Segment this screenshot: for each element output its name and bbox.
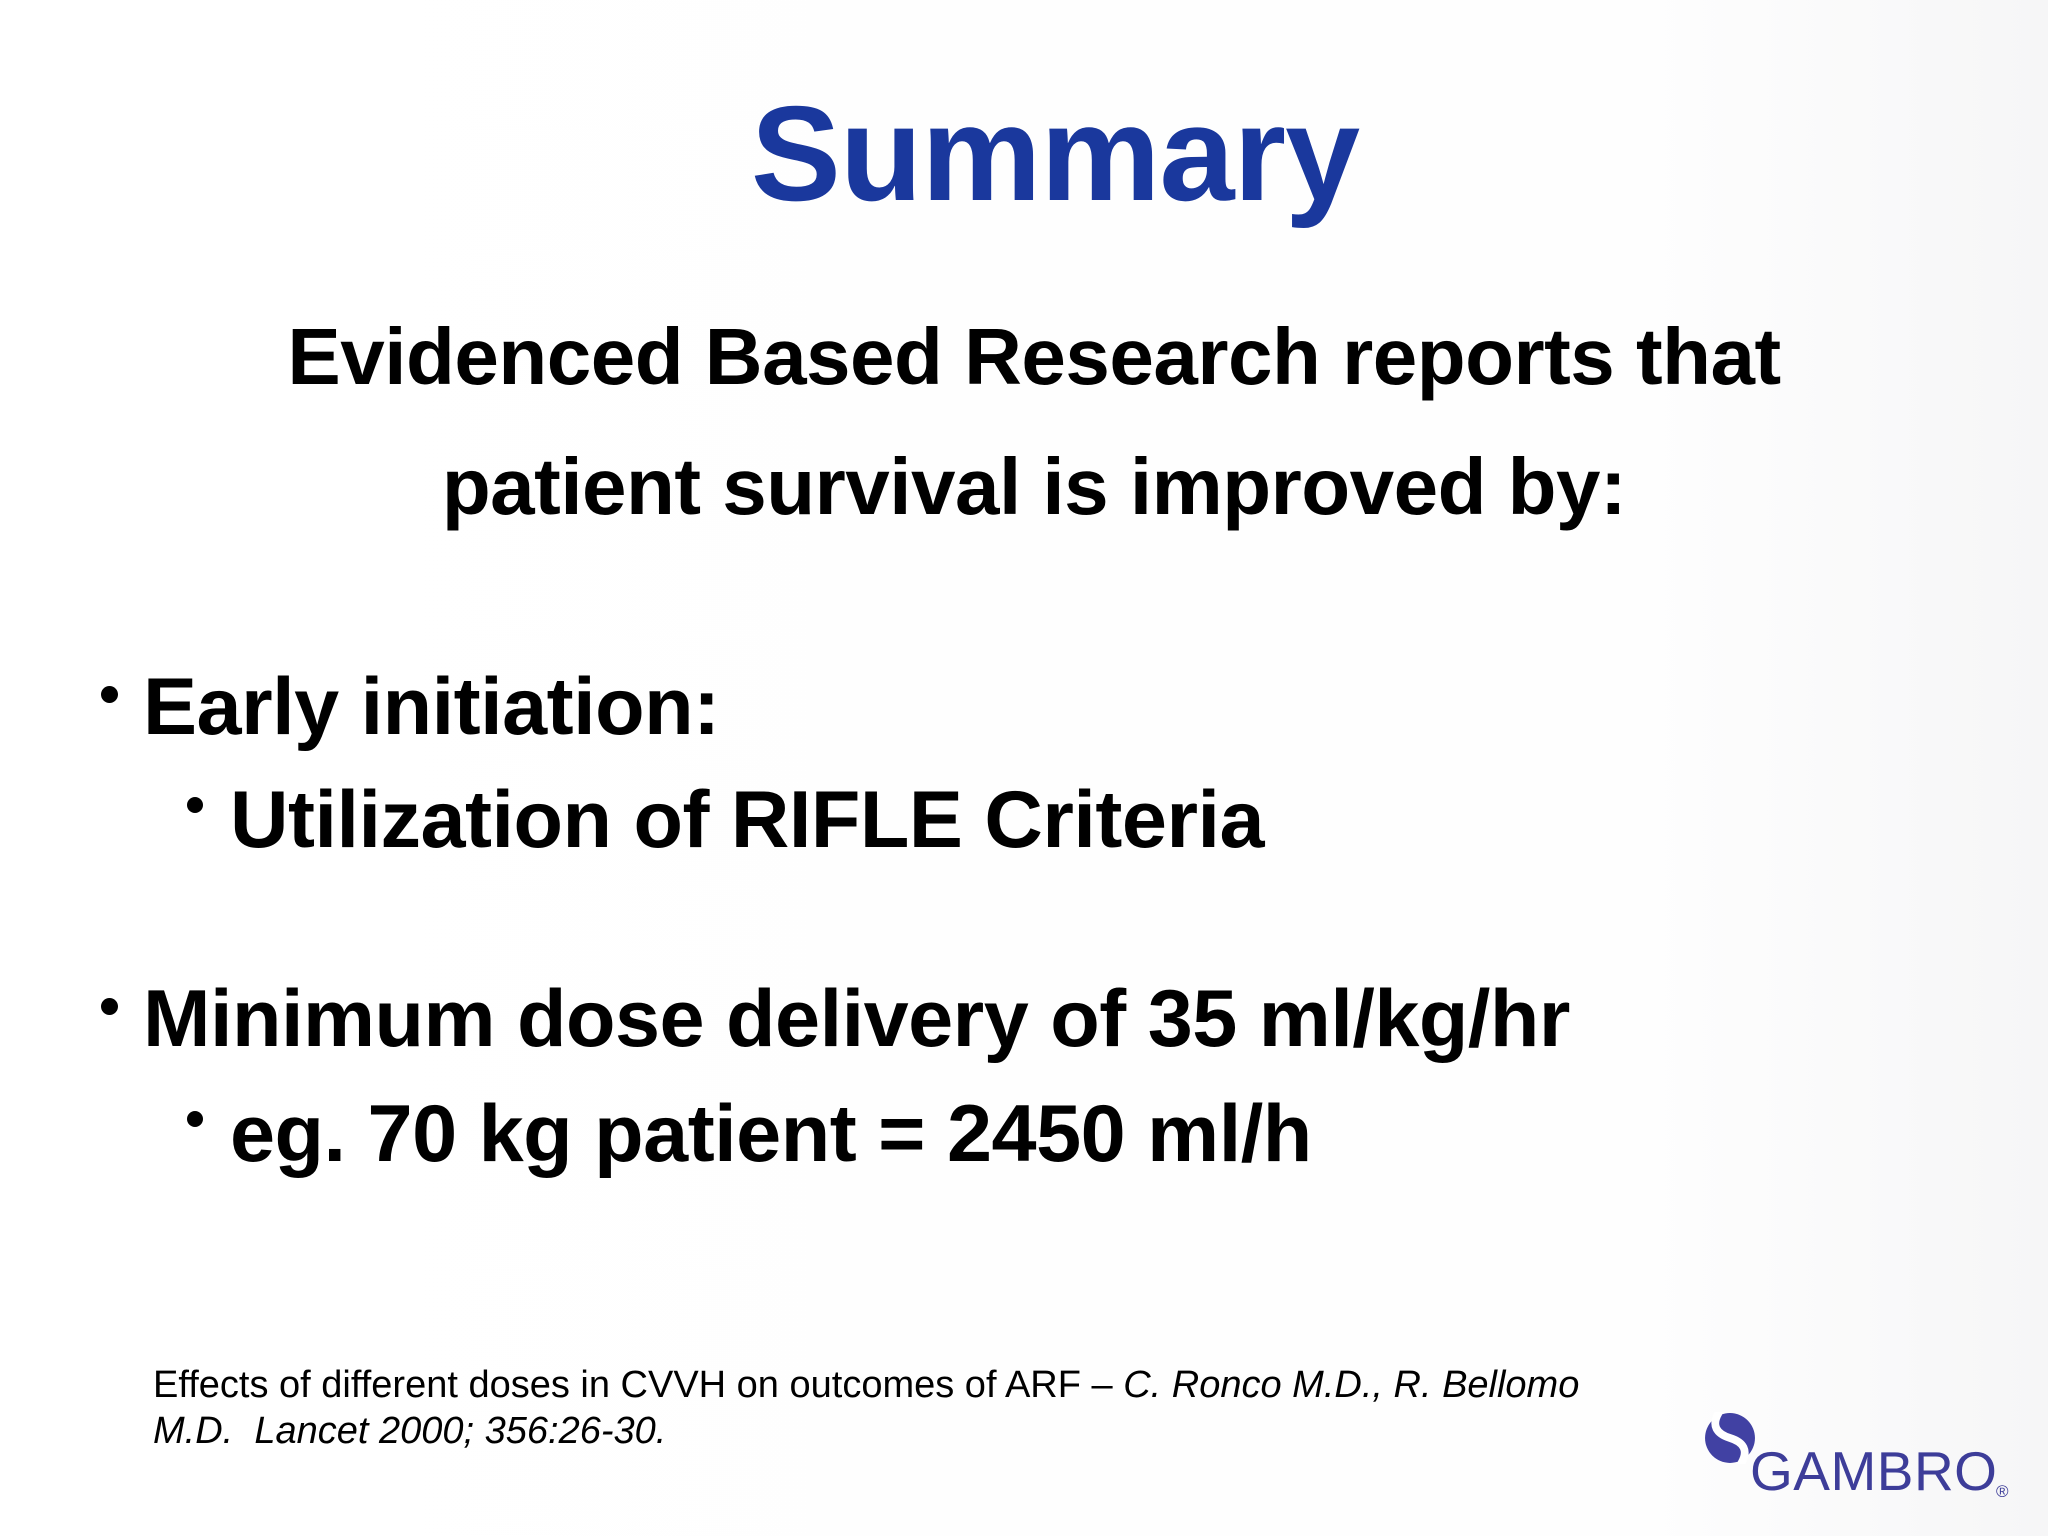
sub-bullet-label: Utilization of RIFLE Criteria	[230, 775, 1265, 865]
subtitle: Evidenced Based Research reports that pa…	[0, 292, 2048, 552]
bullet-item-minimum-dose: Minimum dose delivery of 35 ml/kg/hr	[101, 979, 1570, 1060]
registered-trademark-icon: ®	[1996, 1482, 2009, 1501]
bullet-dot-icon	[187, 1111, 203, 1127]
sub-bullet-label: eg. 70 kg patient = 2450 ml/h	[230, 1089, 1312, 1179]
citation-text-regular: Effects of different doses in CVVH on ou…	[153, 1364, 1124, 1406]
citation: Effects of different doses in CVVH on ou…	[153, 1362, 1753, 1454]
sub-bullet-item-rifle-criteria: Utilization of RIFLE Criteria	[187, 775, 1265, 865]
gambro-logo-text: GAMBRO	[1750, 1440, 1998, 1502]
bullet-label: Minimum dose delivery of 35 ml/kg/hr	[143, 974, 1570, 1064]
bullet-dot-icon	[101, 686, 118, 703]
sub-bullet-item-dose-example: eg. 70 kg patient = 2450 ml/h	[187, 1094, 1312, 1175]
gambro-sphere-icon	[1705, 1412, 1755, 1464]
citation-line-1: Effects of different doses in CVVH on ou…	[153, 1362, 1753, 1408]
bullet-item-early-initiation: Early initiation:	[101, 667, 720, 748]
subtitle-line-2: patient survival is improved by:	[441, 442, 1627, 531]
citation-text-italic: C. Ronco M.D., R. Bellomo	[1123, 1364, 1580, 1406]
subtitle-line-1: Evidenced Based Research reports that	[287, 312, 1781, 401]
page-title: Summary	[750, 78, 1360, 229]
citation-line-2: M.D. Lancet 2000; 356:26-30.	[153, 1410, 667, 1452]
gambro-logo: GAMBRO ®	[1700, 1410, 2030, 1520]
bullet-dot-icon	[101, 998, 118, 1015]
bullet-label: Early initiation:	[143, 662, 720, 752]
bullet-dot-icon	[187, 797, 203, 813]
